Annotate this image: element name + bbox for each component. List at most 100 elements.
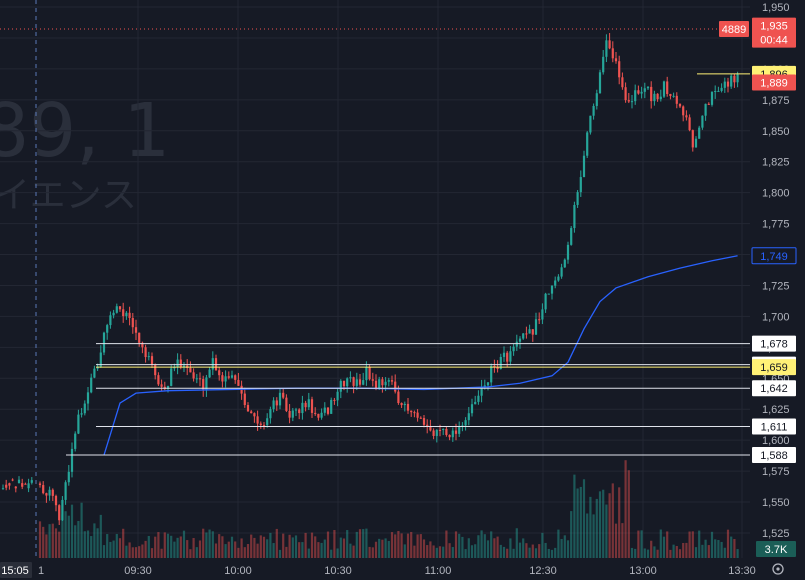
candle-body [147,356,150,358]
candle-body [614,58,618,62]
volume-bar [432,545,435,558]
candle-body [390,380,394,382]
volume-bar [253,537,256,558]
volume-bar [723,547,726,558]
candle-body [310,399,314,413]
candle-body [346,378,349,387]
volume-bar [282,533,285,558]
volume-bar [454,531,458,558]
candle-body [278,392,282,406]
candle-body [550,285,554,294]
volume-bar [643,548,646,558]
volume-bar [595,498,598,558]
candle-body [170,368,173,386]
volume-bar [285,546,288,558]
x-tick-label: 10:30 [324,565,352,577]
volume-bar [390,532,394,558]
candle-body [90,377,93,393]
y-tick-label: 1,575 [762,466,790,478]
candle-body [717,90,720,92]
volume-bar [170,535,173,558]
volume-bar [144,540,147,558]
volume-bar [352,545,355,558]
candle-body [5,484,8,488]
volume-bar [259,535,262,558]
candle-body [336,391,339,401]
volume-bar [349,543,352,558]
volume-bar [614,523,618,558]
candle-body [134,327,138,333]
volume-bar [422,539,426,558]
volume-bar [499,544,502,558]
candle-body [675,95,678,104]
volume-bar [234,541,237,558]
candle-body [592,105,595,116]
candle-body [406,403,410,411]
volume-bar [419,534,422,558]
candle-body [634,90,637,102]
candle-body [365,367,368,381]
volume-bar [77,520,80,558]
candle-body [563,259,566,268]
candle-body [464,420,467,426]
price-badge [752,74,796,91]
volume-bar [368,546,371,558]
candle-body [403,403,406,406]
candle-body [211,358,214,370]
x-tick-label: 09:30 [124,565,152,577]
volume-bar [650,540,653,558]
volume-bar [330,549,333,558]
candle-body [483,385,486,388]
volume-bar [202,528,205,558]
volume-bar [672,544,675,558]
candle-body [554,280,557,286]
volume-bar [429,541,432,558]
volume-bar [592,514,595,558]
gear-icon[interactable] [772,563,784,575]
candle-body [538,319,541,321]
volume-bar [61,514,64,558]
candle-body [426,424,429,427]
volume-bar [45,534,48,558]
volume-bar [397,530,400,558]
candle-body [285,397,288,411]
candle-body [30,480,33,483]
volume-bar [115,533,118,558]
volume-bar [230,536,234,558]
candle-body [691,130,694,148]
volume-bar [250,534,253,558]
y-tick-label: 1,875 [762,95,790,107]
candle-body [470,404,474,414]
volume-bar [662,536,666,558]
volume-bar [275,528,278,558]
volume-bar [278,549,282,558]
volume-bar [320,542,323,558]
candle-body [27,483,30,489]
candle-body [61,499,64,521]
volume-bar [83,531,86,558]
volume-bar [182,530,186,558]
candle-body [541,309,544,320]
candle-body [557,276,560,281]
candle-body [640,91,643,94]
candle-body [710,91,714,105]
level-label-box [752,418,796,435]
candle-body [490,365,493,383]
volume-bar [730,536,733,558]
volume-bar [262,536,266,558]
candle-body [618,61,621,78]
candle-body [115,306,118,313]
price-axis[interactable] [750,0,805,580]
volume-bar [426,545,429,558]
volume-bar [106,534,109,558]
candle-body [269,409,272,419]
candle-body [358,379,362,385]
candle-body [378,379,381,389]
candle-body [291,410,294,418]
volume-bar [294,535,298,558]
time-axis[interactable] [0,558,805,580]
volume-bar [42,526,45,558]
volume-bar [154,536,157,558]
